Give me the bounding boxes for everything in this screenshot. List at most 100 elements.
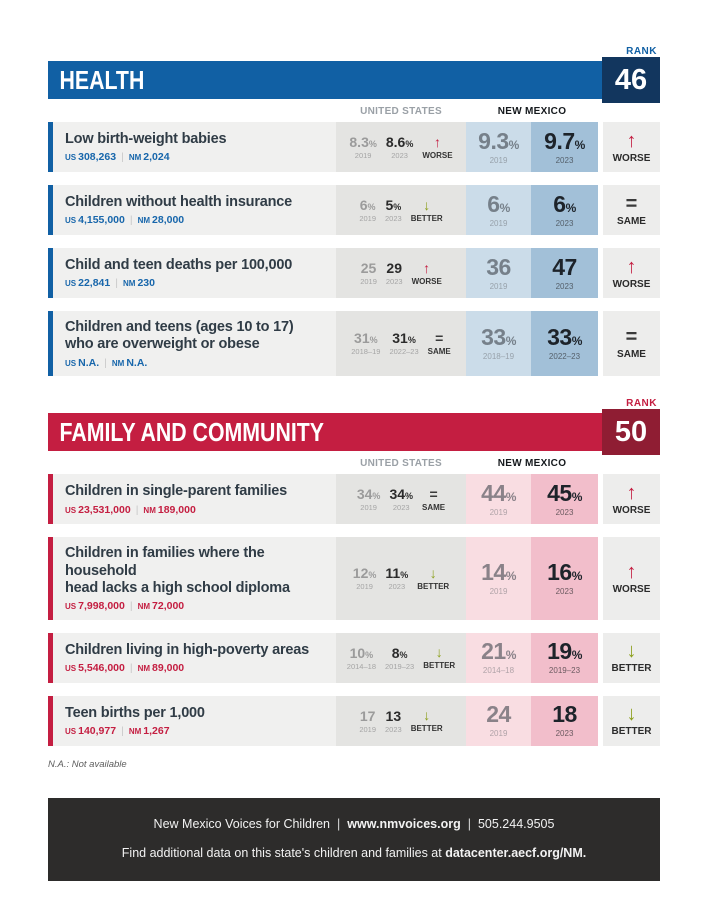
nm-period1-cell: 44% 2019 (466, 474, 531, 525)
stat-value: 6 (553, 190, 566, 217)
indicator-counts: US N.A. | NM N.A. (65, 358, 330, 369)
stat-unit: % (571, 569, 583, 584)
indicator-counts: US 7,998,000 | NM 72,000 (65, 601, 330, 612)
stat-unit: % (505, 648, 517, 663)
section-header-health: HEALTH 46 (48, 57, 660, 103)
col-header-new-mexico: NEW MEXICO (497, 106, 567, 117)
stat-year: 2014–18 (346, 661, 376, 671)
divider: | (337, 816, 341, 831)
stat-year: 2019 (489, 507, 508, 517)
datacenter-link[interactable]: datacenter.aecf.org/NM. (445, 845, 587, 860)
indicator-counts: US 23,531,000 | NM 189,000 (65, 504, 330, 516)
overall-trend-cell: ↓ BETTER (603, 632, 660, 683)
stat-value: 47 (552, 253, 577, 280)
stat-value: 25 (360, 259, 377, 276)
footer-message: Find additional data on this state's chi… (121, 845, 442, 860)
not-available-note: N.A.: Not available (48, 758, 127, 770)
nm-prefix: NM (111, 358, 125, 368)
indicator-title-cell: Children in single-parent families US 23,… (53, 474, 336, 525)
down-arrow-icon: ↓ (423, 196, 431, 213)
stat-year: 2019 (489, 218, 508, 228)
us-values-cell: 34% 2019 34% 2023 = SAME (336, 474, 466, 525)
table-row: Children in families where the household… (48, 537, 660, 620)
stat-unit: % (367, 201, 376, 212)
stat-unit: % (499, 200, 511, 215)
col-header-united-states: UNITED STATES (360, 458, 442, 470)
us-stat-period2: 11% 2023 (385, 566, 408, 591)
stat-value: 6 (487, 190, 500, 217)
rank-label-family: RANK (626, 398, 657, 410)
us-stat-period2: 8.6% 2023 (386, 135, 413, 160)
us-stat-period1: 17 2019 (359, 709, 376, 734)
down-arrow-icon: ↓ (626, 640, 637, 663)
website-link[interactable]: www.nmvoices.org (347, 816, 461, 831)
row-accent-bar (48, 632, 53, 683)
fact-sheet-page: RANK HEALTH 46 UNITED STATES NEW MEXICO … (48, 46, 660, 881)
stat-year: 2023 (555, 281, 574, 291)
col-header-united-states: UNITED STATES (360, 106, 442, 117)
stat-year: 2014–18 (482, 666, 515, 676)
up-arrow-icon: ↑ (626, 129, 637, 152)
us-prefix: US (65, 602, 77, 612)
us-count: 22,841 (78, 277, 111, 290)
indicator-title: Children without health insurance (65, 194, 293, 211)
stat-value: 14 (481, 559, 506, 586)
us-count: 5,546,000 (78, 662, 125, 675)
stat-year: 2022–23 (548, 352, 581, 362)
section-title: HEALTH (59, 64, 145, 95)
us-stat-period1: 6% 2019 (359, 198, 376, 223)
stat-value: 31 (354, 330, 370, 347)
nm-count: 230 (137, 277, 155, 290)
row-accent-bar (48, 248, 53, 298)
divider: | (467, 816, 471, 831)
stat-unit: % (571, 334, 583, 349)
stat-year: 2019 (356, 582, 373, 592)
trend-label: SAME (422, 502, 446, 512)
stat-year: 2019–23 (548, 666, 581, 676)
indicator-title-cell: Children in families where the household… (53, 537, 336, 620)
nm-period1-cell: 6% 2019 (466, 185, 531, 235)
stat-year: 2019 (360, 503, 377, 513)
row-accent-bar (48, 185, 53, 235)
row-accent-bar (48, 122, 53, 172)
stat-year: 2019 (489, 587, 508, 597)
up-arrow-icon: ↑ (626, 255, 637, 278)
us-values-cell: 8.3% 2019 8.6% 2023 ↑ WORSE (336, 122, 466, 172)
us-values-cell: 10% 2014–18 8% 2019–23 ↓ BETTER (336, 632, 466, 683)
down-arrow-icon: ↓ (423, 707, 431, 724)
trend-label: WORSE (612, 504, 651, 516)
stat-unit: % (399, 649, 408, 660)
stat-value: 9.7 (544, 127, 575, 154)
up-arrow-icon: ↑ (423, 259, 431, 276)
stat-value: 33 (547, 324, 572, 351)
equals-icon: = (625, 192, 638, 215)
us-count: 4,155,000 (78, 214, 125, 227)
us-count: 308,263 (78, 151, 117, 164)
trend-label: BETTER (611, 726, 652, 738)
down-arrow-icon: ↓ (435, 644, 443, 661)
column-headers: UNITED STATES NEW MEXICO (48, 106, 660, 117)
divider: | (129, 214, 133, 227)
us-stat-period1: 25 2019 (360, 261, 377, 286)
stat-value: 18 (552, 701, 577, 728)
us-values-cell: 25 2019 29 2023 ↑ WORSE (336, 248, 466, 298)
footer-line2: Find additional data on this state's chi… (58, 846, 650, 860)
us-stat-period2: 34% 2023 (389, 487, 413, 512)
stat-value: 10 (349, 644, 366, 661)
stat-value: 31 (392, 330, 408, 347)
stat-year: 2019 (360, 276, 377, 286)
nm-prefix: NM (137, 216, 151, 226)
indicator-title-line2: head lacks a high school diploma (65, 580, 290, 597)
nm-count: 28,000 (152, 214, 185, 227)
up-arrow-icon: ↑ (626, 481, 637, 504)
stat-year: 2023 (555, 218, 574, 228)
us-trend: ↑ WORSE (412, 261, 442, 286)
us-stat-period1: 8.3% 2019 (349, 135, 376, 160)
us-count: 140,977 (78, 725, 117, 738)
nm-period1-cell: 33% 2018–19 (466, 311, 531, 377)
stat-unit: % (505, 489, 517, 504)
us-values-cell: 31% 2018–19 31% 2022–23 = SAME (336, 311, 466, 377)
row-accent-bar (48, 537, 53, 620)
us-prefix: US (65, 153, 77, 163)
stat-year: 2023 (391, 150, 408, 160)
